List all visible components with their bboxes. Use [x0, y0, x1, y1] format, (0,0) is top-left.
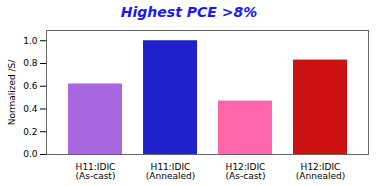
svg-text:0.0: 0.0 [23, 149, 38, 159]
svg-text:H11:IDIC(As-cast): H11:IDIC(As-cast) [76, 162, 116, 181]
svg-text:1.0: 1.0 [23, 36, 38, 46]
svg-text:H12:IDIC(As-cast): H12:IDIC(As-cast) [226, 162, 266, 181]
svg-text:0.2: 0.2 [23, 127, 37, 137]
svg-text:H12:IDIC(Annealed): H12:IDIC(Annealed) [296, 162, 345, 181]
svg-text:Normalized /S/: Normalized /S/ [7, 59, 17, 126]
svg-text:0.4: 0.4 [23, 104, 38, 114]
svg-text:H11:IDIC(Annealed): H11:IDIC(Annealed) [146, 162, 195, 181]
svg-text:0.6: 0.6 [23, 81, 38, 91]
html-text:Highest PCE >8%: Highest PCE >8% [120, 4, 258, 20]
svg-text:0.8: 0.8 [23, 58, 38, 68]
